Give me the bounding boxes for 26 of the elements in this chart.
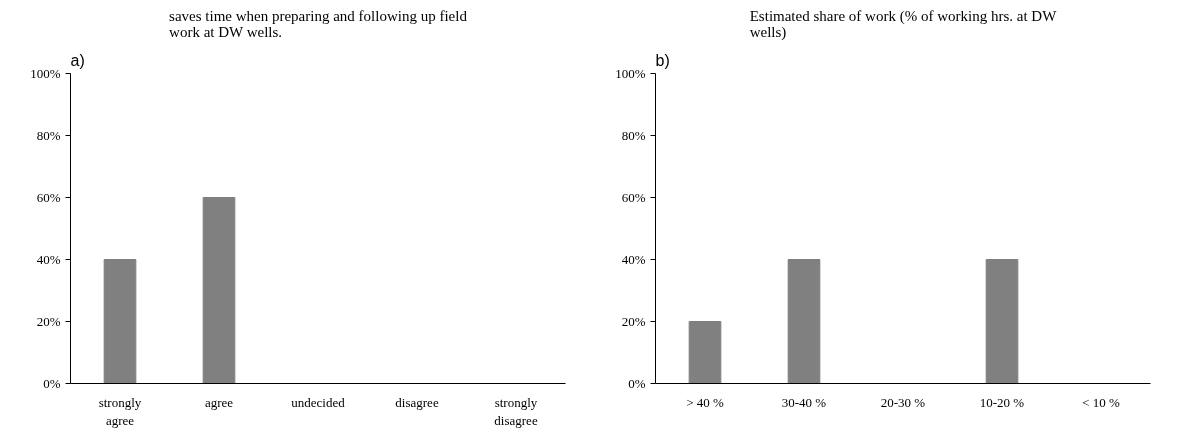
x-tick-label: 20-30 %: [880, 394, 926, 410]
y-tick-label: 40%: [621, 252, 646, 267]
x-tick-label: strongly agree: [98, 394, 142, 428]
y-tick-label: 80%: [621, 128, 646, 143]
x-tick-label: strongly disagree: [494, 394, 538, 428]
y-tick-label: 0%: [43, 376, 61, 391]
x-tick-label: 30-40 %: [781, 394, 827, 410]
y-tick-label: 20%: [621, 314, 646, 329]
y-tick-label: 60%: [36, 190, 61, 205]
y-tick-label: 20%: [36, 314, 61, 329]
text: a): [70, 51, 85, 69]
x-tick-label: < 10 %: [1082, 394, 1120, 410]
text: b): [655, 51, 670, 69]
y-tick-label: 40%: [36, 252, 61, 267]
y-tick-label: 60%: [621, 190, 646, 205]
chart-title: saves time when preparing and following up field work at DW wells.: [169, 7, 468, 40]
x-tick-label: agree: [204, 394, 234, 410]
y-tick-label: 80%: [36, 128, 61, 143]
y-tick-label: 100%: [615, 66, 646, 81]
y-tick-label: 100%: [30, 66, 61, 81]
x-tick-label: disagree: [395, 394, 439, 410]
x-tick-label: 10-20 %: [979, 394, 1025, 410]
y-tick-label: 0%: [628, 376, 646, 391]
x-tick-label: > 40 %: [686, 394, 724, 410]
chart-title: Estimated share of work (% of working hrs. at DW wells): [749, 7, 1058, 41]
x-tick-label: undecided: [291, 394, 346, 410]
